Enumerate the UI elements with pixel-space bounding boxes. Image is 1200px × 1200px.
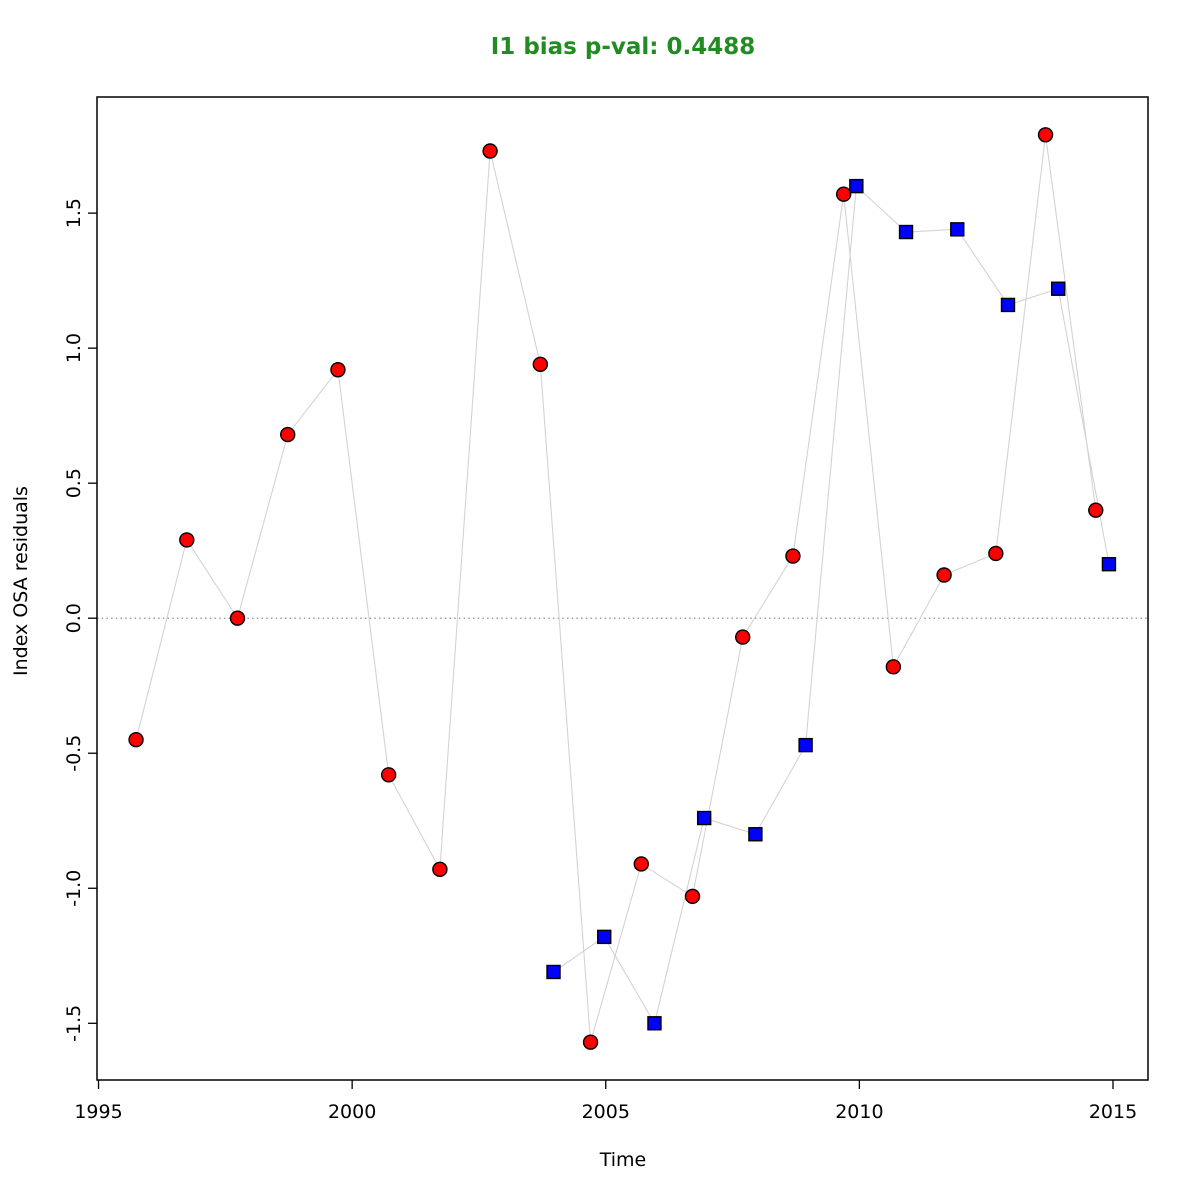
data-point-red-circles <box>1088 502 1104 518</box>
x-axis-label: Time <box>599 1149 647 1171</box>
data-point-red-circles <box>330 362 346 378</box>
x-tick-label: 1995 <box>74 1101 122 1123</box>
y-tick-label: 1.5 <box>63 198 85 228</box>
data-point-red-circles <box>128 732 144 748</box>
data-point-blue-squares <box>1101 556 1117 572</box>
data-point-blue-squares <box>546 964 561 980</box>
series-line-blue-squares <box>553 184 1110 1025</box>
y-tick-label: 1.0 <box>63 333 85 363</box>
data-point-blue-squares <box>748 827 763 842</box>
data-point-blue-squares <box>849 178 864 194</box>
data-point-blue-squares <box>798 737 813 753</box>
data-point-red-circles <box>482 143 498 159</box>
x-tick-label: 2005 <box>582 1101 630 1123</box>
data-point-blue-squares <box>696 810 712 826</box>
data-point-blue-squares <box>1000 297 1016 313</box>
data-point-red-circles <box>936 567 952 583</box>
data-point-blue-squares <box>647 1016 662 1031</box>
data-point-red-circles <box>735 629 751 645</box>
data-point-red-circles <box>380 767 397 783</box>
x-tick-label: 2000 <box>328 1101 376 1123</box>
chart-title: I1 bias p-val: 0.4488 <box>490 34 756 60</box>
data-point-red-circles <box>280 426 296 443</box>
plot-border <box>96 96 1149 1081</box>
y-tick-label: -0.5 <box>63 735 85 772</box>
data-point-red-circles <box>885 659 902 675</box>
data-point-red-circles <box>988 545 1004 562</box>
data-point-red-circles <box>684 888 701 905</box>
data-point-red-circles <box>229 610 246 626</box>
data-point-red-circles <box>785 548 801 564</box>
data-point-blue-squares <box>950 222 965 237</box>
x-tick-label: 2015 <box>1089 1101 1137 1123</box>
data-point-blue-squares <box>597 929 612 945</box>
series-line-red-circles <box>135 134 1097 1043</box>
data-point-blue-squares <box>898 224 914 240</box>
data-point-red-circles <box>432 861 448 878</box>
y-tick-label: 0.0 <box>63 603 85 633</box>
x-tick-label: 2010 <box>835 1101 883 1123</box>
y-tick-label: 0.5 <box>63 468 85 498</box>
data-point-red-circles <box>1037 127 1054 143</box>
y-tick-label: -1.5 <box>63 1005 85 1042</box>
data-point-red-circles <box>835 186 852 202</box>
data-point-red-circles <box>582 1034 599 1050</box>
data-point-red-circles <box>532 356 549 373</box>
data-point-blue-squares <box>1051 281 1066 296</box>
data-point-red-circles <box>633 856 649 872</box>
data-point-red-circles <box>179 532 195 548</box>
y-tick-label: -1.0 <box>63 870 85 907</box>
